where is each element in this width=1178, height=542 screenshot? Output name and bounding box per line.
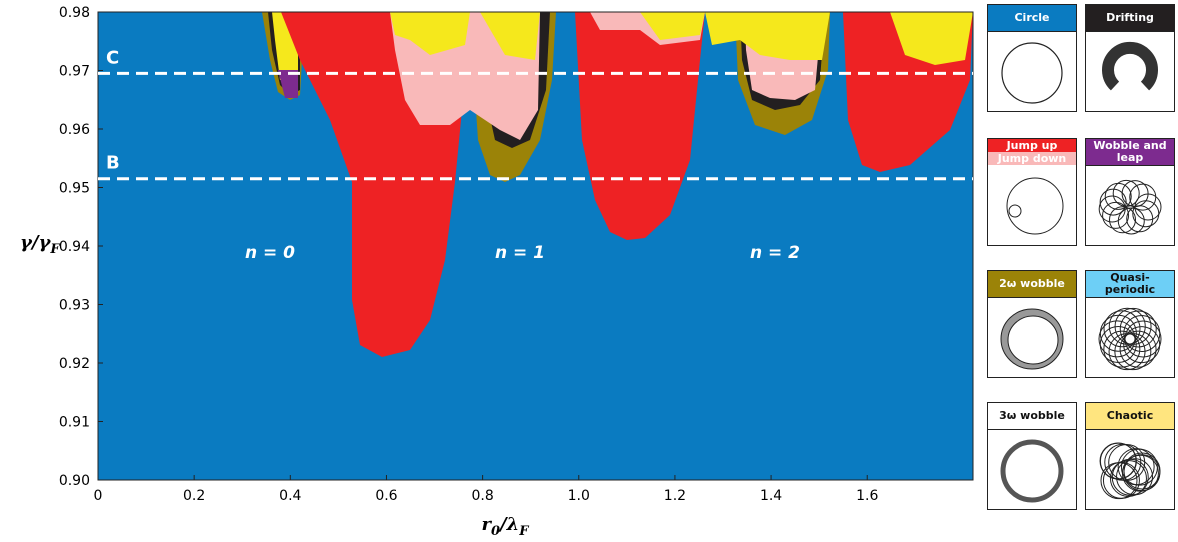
legend-entry: Drifting bbox=[1086, 5, 1174, 32]
regions bbox=[262, 12, 973, 357]
legend-panel: Wobble and leap bbox=[1085, 138, 1175, 246]
legend-entry: Quasi-periodic bbox=[1086, 271, 1174, 298]
annotation: n = 2 bbox=[750, 243, 800, 263]
regime-icon bbox=[1099, 442, 1161, 500]
x-tick-label: 1.4 bbox=[760, 488, 782, 504]
x-tick-label: 1.6 bbox=[856, 488, 878, 504]
x-label-sub: F bbox=[518, 524, 529, 539]
legend-entry: 2ω wobble bbox=[988, 271, 1076, 298]
legend-entry: Circle bbox=[988, 5, 1076, 32]
legend-panel: Quasi-periodic bbox=[1085, 270, 1175, 378]
legend-panel: Jump up Jump down bbox=[987, 138, 1077, 246]
regime-icon bbox=[1098, 179, 1162, 235]
region bbox=[575, 12, 705, 240]
legend-entry: Wobble and leap bbox=[1086, 139, 1174, 166]
regime-icon bbox=[1006, 177, 1064, 235]
x-tick-label: 0.6 bbox=[375, 488, 397, 504]
y-tick-label: 0.96 bbox=[59, 122, 90, 138]
x-label-mid: /λ bbox=[498, 514, 519, 535]
regime-icon bbox=[1000, 439, 1064, 503]
region bbox=[390, 12, 540, 60]
legend-panel: Drifting bbox=[1085, 4, 1175, 112]
y-tick-label: 0.91 bbox=[59, 415, 90, 431]
regime-icon bbox=[1102, 41, 1158, 91]
y-tick-label: 0.92 bbox=[59, 356, 90, 372]
y-tick-label: 0.98 bbox=[59, 5, 90, 21]
legend-panel: 2ω wobble bbox=[987, 270, 1077, 378]
y-label-main: γ/γ bbox=[20, 232, 51, 253]
y-tick-label: 0.94 bbox=[59, 239, 90, 255]
x-label-sub: 0 bbox=[491, 524, 500, 539]
regime-icon bbox=[1098, 307, 1162, 371]
y-tick-label: 0.97 bbox=[59, 64, 90, 80]
y-tick-label: 0.95 bbox=[59, 181, 90, 197]
regime-icon bbox=[1000, 308, 1064, 370]
regime-icon bbox=[1001, 42, 1063, 104]
reference-label: B bbox=[106, 153, 120, 174]
legend-panel: 3ω wobble bbox=[987, 402, 1077, 510]
region bbox=[640, 12, 705, 40]
x-axis-label: r0/λF bbox=[482, 514, 530, 539]
legend-entry: 3ω wobble bbox=[988, 403, 1076, 430]
x-tick-label: 0.2 bbox=[183, 488, 205, 504]
annotation: n = 1 bbox=[495, 243, 545, 263]
region bbox=[278, 70, 298, 98]
annotation: n = 0 bbox=[245, 243, 295, 263]
chart: 0 0.2 0.4 0.6 0.8 1.0 1.2 1.4 1.6 0.90 0.91 0.92 0.9… bbox=[20, 5, 974, 539]
x-tick-label: 0 bbox=[94, 488, 103, 504]
legend-entry: Chaotic bbox=[1086, 403, 1174, 430]
region bbox=[705, 12, 830, 60]
region bbox=[890, 12, 973, 65]
reference-label: C bbox=[106, 47, 119, 68]
legend-panel: Circle bbox=[987, 4, 1077, 112]
legend-panel: Chaotic bbox=[1085, 402, 1175, 510]
y-tick-label: 0.93 bbox=[59, 298, 90, 314]
x-label-main: r bbox=[482, 514, 493, 535]
x-tick-label: 0.4 bbox=[279, 488, 301, 504]
legend-entry: Jump up bbox=[988, 139, 1076, 152]
y-tick-label: 0.90 bbox=[59, 473, 90, 489]
axes: 0 0.2 0.4 0.6 0.8 1.0 1.2 1.4 1.6 0.90 0.91 0.92 0.9… bbox=[59, 5, 974, 504]
legend-entry: Jump down bbox=[988, 152, 1076, 165]
x-tick-label: 1.2 bbox=[664, 488, 686, 504]
y-axis-label: γ/γF bbox=[20, 232, 60, 257]
y-label-sub: F bbox=[49, 242, 60, 257]
x-tick-label: 1.0 bbox=[568, 488, 590, 504]
x-tick-label: 0.8 bbox=[471, 488, 493, 504]
